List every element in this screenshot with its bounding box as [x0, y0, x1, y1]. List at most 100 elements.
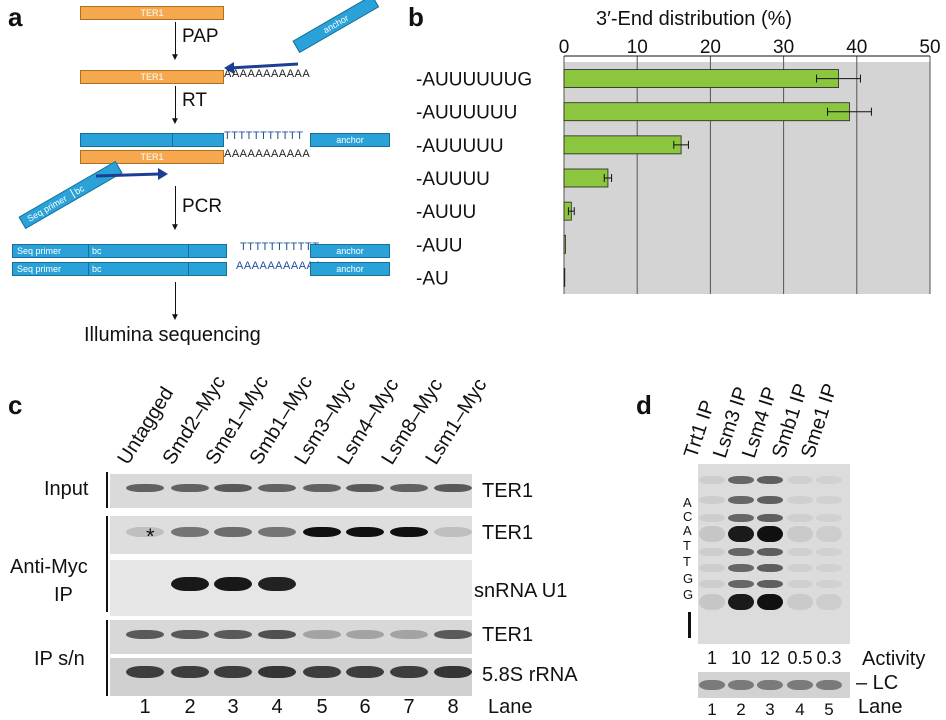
sequence-letter: A	[683, 495, 692, 510]
gel-band	[728, 548, 754, 556]
band	[126, 666, 164, 678]
anchor-box: anchor	[310, 244, 390, 258]
lc-band	[816, 680, 842, 690]
bar	[563, 69, 839, 88]
band	[303, 629, 341, 639]
band-label-ter1-ip: TER1	[482, 522, 534, 544]
pcr-arrow	[175, 186, 176, 226]
lane-number: 6	[359, 696, 371, 718]
x-tick-label: 30	[773, 37, 794, 58]
band	[434, 484, 472, 492]
gel-band	[816, 526, 842, 542]
ter1-box: TER1	[80, 150, 224, 164]
panel-a-label: a	[8, 2, 23, 32]
band	[390, 629, 428, 639]
sequencing-arrow	[175, 282, 176, 316]
bracket-input	[106, 472, 108, 508]
gel-band	[728, 496, 754, 504]
lc-label: – LC	[856, 672, 899, 694]
chart-title: 3′-End distribution (%)	[596, 8, 793, 30]
activity-word: Activity	[862, 648, 926, 670]
band	[346, 666, 384, 678]
arrow-head-icon: ▼	[170, 116, 180, 127]
lane-number: 4	[271, 696, 283, 718]
bar	[563, 102, 850, 122]
band	[171, 484, 209, 492]
band	[171, 527, 209, 537]
band	[434, 666, 472, 678]
gel-band	[757, 514, 783, 522]
band	[171, 629, 209, 639]
illumina-label: Illumina sequencing	[84, 324, 261, 346]
gel-band	[816, 548, 842, 556]
category-label: -AU	[416, 268, 449, 289]
seq-primer-box: Seq primer	[12, 244, 90, 258]
band	[303, 484, 341, 492]
bc-box: bc	[88, 244, 227, 258]
lc-band	[699, 680, 725, 690]
band-label-58s: 5.8S rRNA	[482, 664, 578, 686]
bar	[563, 268, 566, 287]
category-label: -AUUU	[416, 202, 476, 223]
gel-band	[728, 564, 754, 572]
activity-value: 0.5	[787, 648, 813, 668]
band	[214, 577, 252, 591]
gel-band	[699, 580, 725, 588]
arrow-head-icon: ▼	[170, 222, 180, 233]
band	[434, 629, 472, 639]
gel-band	[728, 580, 754, 588]
x-tick-label: 50	[919, 37, 940, 58]
band	[258, 629, 296, 639]
poly-t-stretch: ТТТТТТТТТТТ	[240, 241, 320, 253]
band	[346, 629, 384, 639]
bc-label: bc	[69, 183, 87, 199]
category-label: -AUUUUUUG	[416, 70, 532, 91]
category-label: -AUUUU	[416, 169, 490, 190]
category-label: -AUU	[416, 235, 462, 256]
bar	[563, 168, 609, 188]
lane-number: 3	[765, 700, 775, 719]
band	[214, 527, 252, 537]
gel-band	[757, 594, 783, 610]
sequence-letter: A	[683, 523, 692, 538]
rt-arrow	[175, 86, 176, 120]
gel-band	[757, 548, 783, 556]
gel-band	[816, 496, 842, 504]
lane-number: 7	[403, 696, 415, 718]
x-tick-label: 20	[700, 37, 721, 58]
category-label: -AUUUUU	[416, 136, 504, 157]
row-label-anti-myc: Anti-Myc	[10, 556, 88, 578]
band	[390, 527, 428, 537]
band	[126, 629, 164, 639]
row-label-ip: IP	[54, 584, 73, 606]
band	[258, 666, 296, 678]
gel-band	[787, 564, 813, 572]
anchor-ligation-arrow	[224, 62, 299, 74]
gel-band	[728, 514, 754, 522]
band	[258, 577, 296, 591]
lc-band	[787, 680, 813, 690]
anchor-box: anchor	[310, 133, 390, 147]
bar-chart: 0 10 20 30 40 50 -AUUUUUUG -AUUUUUU -AUUUUU -AUUU…	[416, 37, 941, 294]
asterisk-mark: *	[146, 524, 155, 549]
bar	[563, 135, 682, 155]
lc-band	[728, 680, 754, 690]
gel-band	[757, 476, 783, 484]
gel-band	[816, 476, 842, 484]
gel-band	[757, 526, 783, 542]
pap-arrow	[175, 22, 176, 56]
gel-band	[816, 564, 842, 572]
ter1-box: TER1	[80, 6, 224, 20]
x-tick-label: 0	[559, 37, 570, 58]
poly-a-tail: AAAAAAAAAAA	[224, 68, 311, 80]
gel-band	[787, 476, 813, 484]
lane-number: 1	[707, 700, 717, 719]
band	[390, 666, 428, 678]
band	[434, 527, 472, 537]
gel-band	[728, 594, 754, 610]
poly-t-stretch: ТТТТТТТТТТТ	[224, 130, 304, 142]
row-label-ip-sn: IP s/n	[34, 648, 85, 670]
gel-band	[757, 564, 783, 572]
sequence-bar	[688, 612, 691, 638]
band	[214, 629, 252, 639]
